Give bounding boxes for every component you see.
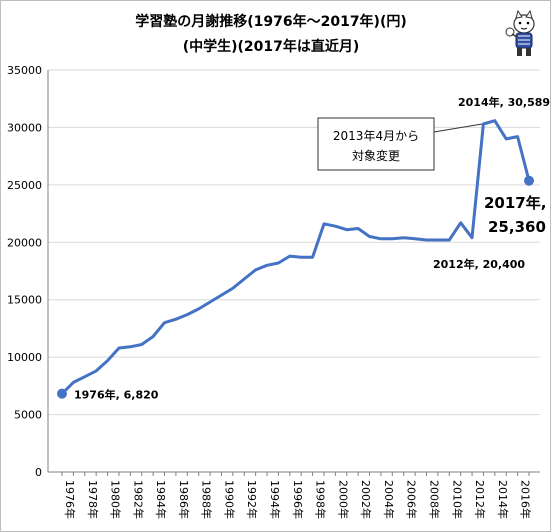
x-axis-ticks: 1976年 1978年 1980年 1982年 1984年 1986年 1988年 1990年…	[63, 480, 533, 519]
annotations-group: 1976年, 6,820 2014年, 30,589 2012年, 20,400 20…	[74, 95, 550, 402]
x-tick-label: 2000年	[336, 480, 350, 519]
x-tick-label: 1978年	[86, 480, 100, 519]
y-tick-label: 0	[35, 466, 42, 479]
x-tick-label: 1980年	[109, 480, 123, 519]
annotation-2014: 2014年, 30,589	[458, 95, 550, 109]
x-tick-label: 2006年	[405, 480, 419, 519]
y-axis-ticks: 0 5000 10000 15000 20000 25000 30000 35000	[7, 64, 42, 479]
x-tick-label: 1986年	[177, 480, 191, 519]
x-tick-label: 2010年	[450, 480, 464, 519]
x-tick-label: 1996年	[291, 480, 305, 519]
y-tick-label: 30000	[7, 121, 42, 134]
highlight-point	[57, 388, 67, 399]
x-tick-label: 1984年	[154, 480, 168, 519]
chart-subtitle: (中学生)(2017年は直近月)	[182, 39, 360, 55]
x-tick-label: 1994年	[268, 480, 282, 519]
callout-pointer	[433, 123, 483, 133]
annotation-2017-line1: 2017年,	[484, 194, 546, 212]
x-tick-label: 1992年	[245, 480, 259, 519]
y-tick-label: 10000	[7, 351, 42, 364]
y-tick-label: 5000	[14, 409, 42, 422]
annotation-1976: 1976年, 6,820	[74, 388, 159, 402]
x-tick-label: 1982年	[131, 480, 145, 519]
x-tick-label: 2016年	[519, 480, 533, 519]
x-tick-label: 1988年	[200, 480, 214, 519]
callout-line2: 対象変更	[352, 148, 400, 163]
annotation-2012: 2012年, 20,400	[433, 257, 525, 271]
y-tick-label: 25000	[7, 179, 42, 192]
y-tick-label: 20000	[7, 236, 42, 249]
x-tick-label: 2004年	[382, 480, 396, 519]
callout-line1: 2013年4月から	[333, 129, 419, 143]
cartoon-cat-mascot-icon	[505, 9, 535, 56]
x-tick-label: 2008年	[427, 480, 441, 519]
chart-title: 学習塾の月謝推移(1976年～2017年)(円)	[135, 14, 407, 30]
y-tick-label: 15000	[7, 294, 42, 307]
x-tick-label: 1976年	[63, 480, 77, 519]
callout-box	[317, 117, 435, 171]
y-tick-label: 35000	[7, 64, 42, 77]
series-line	[60, 119, 531, 395]
x-tick-label: 2012年	[473, 480, 487, 519]
series-group	[57, 119, 534, 399]
annotation-2017-line2: 25,360	[488, 218, 546, 236]
x-tick-label: 1990年	[222, 480, 236, 519]
x-tick-label: 2014年	[496, 480, 510, 519]
x-tick-label: 2002年	[359, 480, 373, 519]
grid-lines	[47, 69, 540, 476]
x-tick-label: 1998年	[314, 480, 328, 519]
highlight-point	[524, 175, 534, 186]
